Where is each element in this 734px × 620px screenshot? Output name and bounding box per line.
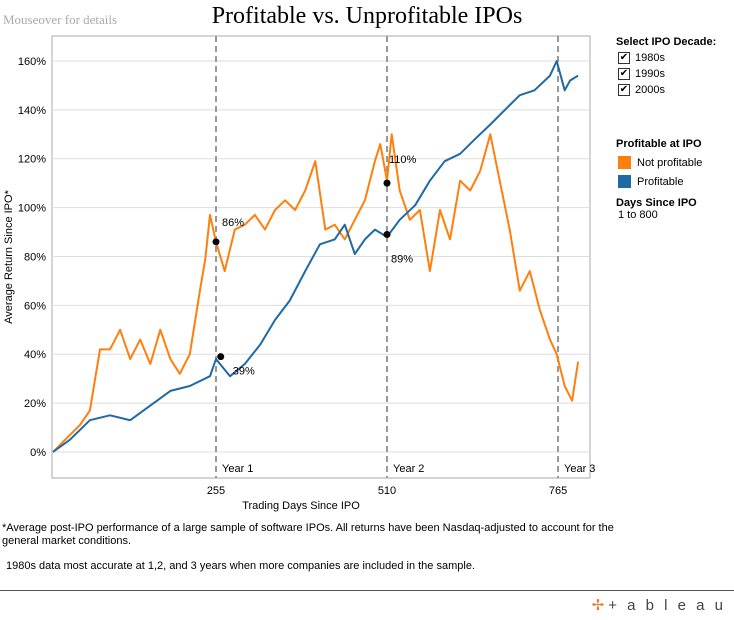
filter-1980s[interactable]: ✔ 1980s xyxy=(618,52,716,64)
y-axis-label: Average Return Since IPO* xyxy=(3,189,15,323)
x-tick-label: 255 xyxy=(207,485,225,497)
plot-area xyxy=(51,35,591,479)
checkbox-icon[interactable]: ✔ xyxy=(618,52,630,64)
series-line-not-profitable xyxy=(52,133,580,453)
annotation-dot xyxy=(383,230,391,238)
y-tick-label: 20% xyxy=(24,398,46,410)
y-tick-label: 140% xyxy=(18,105,46,117)
y-tick-label: 60% xyxy=(24,300,46,312)
y-tick-label: 0% xyxy=(30,447,46,459)
y-tick-label: 40% xyxy=(24,349,46,361)
legend-title: Profitable at IPO xyxy=(616,138,702,150)
x-tick-label: 510 xyxy=(378,485,396,497)
reference-label: Year 2 xyxy=(393,463,424,475)
filter-label: 1990s xyxy=(635,68,665,80)
filter-1990s[interactable]: ✔ 1990s xyxy=(618,68,716,80)
annotation-label: 89% xyxy=(391,253,413,265)
annotation-dot xyxy=(383,179,391,187)
reference-label: Year 1 xyxy=(222,463,253,475)
decade-filter: Select IPO Decade: ✔ 1980s ✔ 1990s ✔ 2000s xyxy=(616,36,716,96)
line-chart: 0% 20% 40% 60% 80% 100% 120% 140% 160% Year 1 Year… xyxy=(3,35,595,512)
color-legend: Profitable at IPO Not profitable Profita… xyxy=(616,138,702,188)
reference-label: Year 3 xyxy=(564,463,595,475)
checkbox-icon[interactable]: ✔ xyxy=(618,68,630,80)
swatch-icon xyxy=(618,175,631,188)
tableau-logo[interactable]: ✢ + a b l e a u xyxy=(591,597,726,614)
range-value: 1 to 800 xyxy=(618,209,658,221)
annotation-dot xyxy=(212,238,220,246)
series-line-profitable xyxy=(52,60,579,453)
footnote-2: 1980s data most accurate at 1,2, and 3 y… xyxy=(6,560,475,572)
legend-label: Profitable xyxy=(637,175,684,188)
y-tick-label: 120% xyxy=(18,154,46,166)
range-title: Days Since IPO xyxy=(616,197,697,209)
y-tick-label: 80% xyxy=(24,251,46,263)
annotation-dot xyxy=(217,353,225,361)
legend-item-profitable[interactable]: Profitable xyxy=(618,175,702,188)
page-title: Profitable vs. Unprofitable IPOs xyxy=(211,3,523,29)
annotation-label: 86% xyxy=(222,217,244,229)
swatch-icon xyxy=(618,156,631,169)
days-range: Days Since IPO 1 to 800 xyxy=(616,197,697,221)
divider xyxy=(0,590,734,591)
x-axis-label: Trading Days Since IPO xyxy=(242,500,360,512)
filter-2000s[interactable]: ✔ 2000s xyxy=(618,84,716,96)
footnote-1: *Average post-IPO performance of a large… xyxy=(2,522,614,547)
x-tick-label: 765 xyxy=(549,485,567,497)
filter-label: 1980s xyxy=(635,52,665,64)
y-tick-label: 160% xyxy=(18,56,46,68)
y-tick-label: 100% xyxy=(18,203,46,215)
tableau-cross-icon: ✢ xyxy=(591,597,605,614)
filter-label: 2000s xyxy=(635,84,665,96)
filter-title: Select IPO Decade: xyxy=(616,36,717,48)
legend-label: Not profitable xyxy=(637,156,703,169)
checkbox-icon[interactable]: ✔ xyxy=(618,84,630,96)
annotation-label: 110% xyxy=(389,154,417,166)
mouseover-hint: Mouseover for details xyxy=(3,12,118,27)
legend-item-not-profitable[interactable]: Not profitable xyxy=(618,156,702,169)
annotation-label: 39% xyxy=(233,366,255,378)
